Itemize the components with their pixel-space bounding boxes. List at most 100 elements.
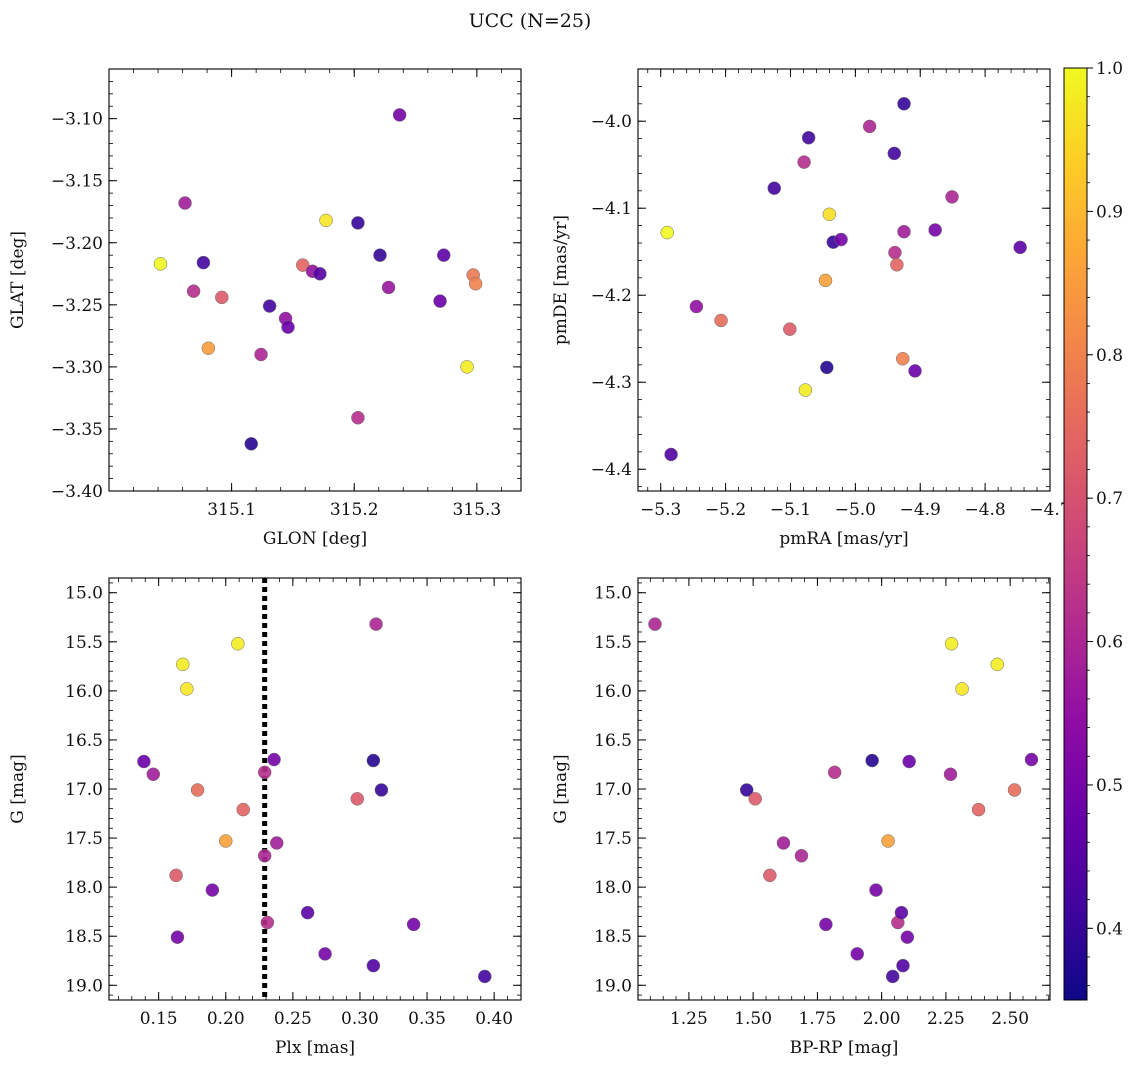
data-point <box>896 958 910 973</box>
y-tick-label: 18.0 <box>65 878 103 898</box>
data-point <box>885 969 900 984</box>
data-point <box>928 223 942 237</box>
data-point <box>689 299 704 314</box>
y-tick-label: 16.5 <box>594 731 632 751</box>
y-tick-label: 18.5 <box>594 927 632 947</box>
y-tick-label: −3.30 <box>51 358 103 378</box>
data-point <box>648 617 662 631</box>
y-tick-label: 16.0 <box>65 682 103 702</box>
axes-frame <box>108 68 522 492</box>
data-point <box>794 848 809 863</box>
data-point <box>196 255 211 270</box>
data-point <box>270 836 284 850</box>
data-point <box>776 836 791 850</box>
data-point <box>1007 783 1022 797</box>
colorbar-tick-label: 0.8 <box>1096 346 1123 366</box>
colorbar: 0.4 0.5 0.6 0.7 0.8 0.9 1.0 <box>1063 59 1123 1001</box>
colorbar-tick-label: 1.0 <box>1096 59 1123 79</box>
data-point <box>468 276 483 291</box>
data-point <box>318 947 332 961</box>
data-point <box>748 792 762 806</box>
x-tick-label: 315.2 <box>330 500 379 520</box>
data-point <box>739 783 754 797</box>
x-tick-label: 1.25 <box>670 1009 708 1029</box>
data-point <box>850 947 864 961</box>
scatter-panel-proper-motion: −5.3 −5.2 −5.1 −5.0 −4.9 −4.8 −4.7 −4.0 −4.1 −4.2… <box>551 68 1071 549</box>
data-point <box>254 347 268 362</box>
y-tick-label: −3.25 <box>51 296 103 316</box>
data-point <box>281 320 295 334</box>
data-point <box>869 883 883 897</box>
data-point <box>865 753 879 768</box>
x-tick-label: 2.50 <box>991 1009 1029 1029</box>
data-point <box>822 207 837 222</box>
x-tick-label: −5.1 <box>770 500 811 520</box>
data-point <box>392 108 407 122</box>
y-axis-label: GLAT [deg] <box>8 231 28 329</box>
data-point <box>406 917 421 932</box>
data-point <box>374 783 389 797</box>
y-tick-label: 17.5 <box>65 829 103 849</box>
data-point <box>351 216 365 230</box>
x-tick-label: 315.1 <box>207 500 256 520</box>
y-tick-label: 17.0 <box>594 780 632 800</box>
data-point <box>180 682 194 696</box>
y-tick-label: 18.0 <box>594 878 632 898</box>
data-point <box>137 754 151 769</box>
y-tick-label: 15.5 <box>65 633 103 653</box>
scatter-panel-galactic: 315.1 315.2 315.3 −3.10 −3.15 −3.20 −3.25 −3.30… <box>8 68 522 549</box>
data-point <box>201 341 216 356</box>
data-point <box>300 905 315 920</box>
x-axis-label: BP-RP [mag] <box>790 1038 899 1058</box>
data-point <box>366 958 381 973</box>
y-tick-label: −4.0 <box>591 112 632 132</box>
x-tick-label: 0.20 <box>207 1009 245 1029</box>
data-point <box>660 225 674 240</box>
data-point <box>827 765 842 780</box>
y-tick-label: −3.40 <box>51 482 103 502</box>
data-point <box>257 848 272 863</box>
data-point <box>350 792 365 806</box>
x-tick-label: 0.35 <box>408 1009 446 1029</box>
data-point <box>900 930 915 944</box>
x-tick-label: −4.9 <box>900 500 941 520</box>
data-point <box>801 130 816 145</box>
x-tick-label: −5.2 <box>705 500 746 520</box>
data-point <box>664 447 678 462</box>
y-axis-label: G [mag] <box>551 754 571 823</box>
data-point <box>190 783 205 797</box>
x-tick-label: 0.40 <box>475 1009 513 1029</box>
data-point <box>894 905 909 920</box>
x-axis-label: Plx [mas] <box>275 1038 355 1058</box>
data-point <box>186 284 201 298</box>
y-tick-label: 16.0 <box>594 682 632 702</box>
colorbar-tick-label: 0.9 <box>1096 202 1123 222</box>
data-point <box>153 257 168 271</box>
x-tick-label: 1.75 <box>798 1009 836 1029</box>
y-tick-label: −3.20 <box>51 234 103 254</box>
x-tick-label: −5.0 <box>835 500 876 520</box>
y-tick-label: 15.0 <box>594 584 632 604</box>
x-tick-label: 2.25 <box>927 1009 965 1029</box>
data-point <box>205 883 220 897</box>
data-point <box>945 190 959 204</box>
data-point <box>437 248 451 262</box>
colorbar-gradient <box>1063 67 1088 1001</box>
data-point <box>834 232 848 247</box>
data-point <box>178 196 192 210</box>
x-tick-label: −5.3 <box>640 500 681 520</box>
data-point <box>783 322 797 336</box>
x-tick-label: 2.00 <box>863 1009 901 1029</box>
x-axis-label: pmRA [mas/yr] <box>779 529 908 549</box>
y-tick-label: −3.10 <box>51 110 103 130</box>
y-axis-label: pmDE [mas/yr] <box>551 215 571 345</box>
colorbar-tick-label: 0.6 <box>1096 633 1123 653</box>
y-tick-label: 19.0 <box>65 976 103 996</box>
x-axis-label: GLON [deg] <box>263 529 367 549</box>
figure-title: UCC (N=25) <box>469 10 592 32</box>
axes-frame <box>637 68 1051 492</box>
scatter-panel-parallax-magnitude: 0.15 0.20 0.25 0.30 0.35 0.40 15.0 15.5 16.0 16.5… <box>8 577 522 1058</box>
y-tick-label: 16.5 <box>65 731 103 751</box>
data-point <box>714 313 728 328</box>
